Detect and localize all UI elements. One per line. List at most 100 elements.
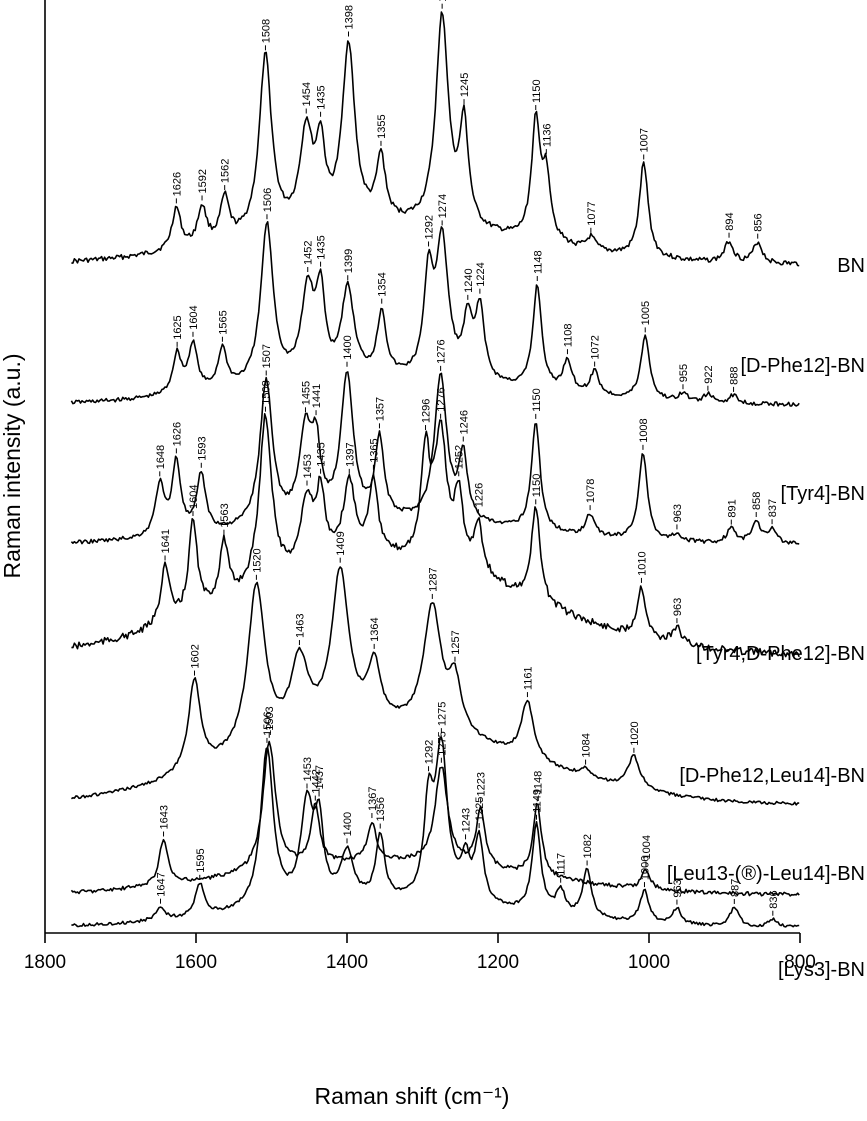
peak-label: 1355 <box>376 114 388 138</box>
peak-label: 955 <box>678 364 690 382</box>
axes-group <box>44 0 800 934</box>
peak-label: 1276 <box>436 387 448 411</box>
peak-label: 1257 <box>450 630 462 654</box>
peak-label: 887 <box>729 879 741 897</box>
peak-label: 1463 <box>294 614 306 638</box>
peak-label: 1150 <box>531 79 543 103</box>
peak-label: 1367 <box>367 787 379 811</box>
peak-label: 1077 <box>586 201 598 225</box>
peak-label: 1292 <box>424 215 436 239</box>
peak-label: 1508 <box>261 19 273 43</box>
peak-label: 1117 <box>556 853 568 876</box>
peak-label: 1435 <box>316 235 328 259</box>
peak-label: 1437 <box>314 765 326 789</box>
peak-label: 963 <box>672 504 684 522</box>
peak-label: 1243 <box>461 808 473 832</box>
series-label: [D-Phe12]-BN <box>741 355 866 377</box>
peak-label: 1084 <box>581 733 593 757</box>
peak-label: 1506 <box>262 711 274 735</box>
peak-label: 1004 <box>641 835 653 859</box>
x-tick-label: 1800 <box>24 952 66 973</box>
peak-label: 1275 <box>436 702 448 726</box>
peak-label: 1400 <box>342 335 354 359</box>
series-label: BN <box>837 255 865 277</box>
series-label: [Tyr4,D-Phe12]-BN <box>696 643 865 665</box>
peak-label: 1398 <box>344 5 356 29</box>
peak-label: 1647 <box>156 872 168 896</box>
peak-label: 1602 <box>190 644 202 668</box>
peak-label: 1223 <box>476 772 488 796</box>
peak-label: 1226 <box>473 483 485 507</box>
peak-label: 1397 <box>344 442 356 466</box>
x-tick-label: 1000 <box>628 952 670 973</box>
peak-label: 1274 <box>437 0 449 2</box>
series-label: [D-Phe12,Leu14]-BN <box>679 765 865 787</box>
peak-label: 963 <box>672 598 684 616</box>
series-label: [Leu13-(®)-Leu14]-BN <box>667 863 865 885</box>
series-label: [Lys3]-BN <box>778 959 865 981</box>
spectrum-line <box>71 736 800 928</box>
peak-label: 963 <box>672 879 684 897</box>
peak-label: 1565 <box>217 310 229 334</box>
peak-label: 1149 <box>532 789 544 813</box>
peak-label: 1246 <box>458 410 470 434</box>
peak-label: 1595 <box>195 848 207 872</box>
spectrum-line <box>70 371 800 545</box>
peak-label: 1148 <box>532 771 544 795</box>
peak-label: 1625 <box>172 315 184 339</box>
spectrum-line <box>70 740 800 897</box>
peak-label: 1240 <box>463 268 475 292</box>
peak-label: 1082 <box>582 834 594 858</box>
peak-label: 1274 <box>437 194 449 218</box>
peak-label: 1563 <box>219 503 231 527</box>
peak-label: 1010 <box>637 551 649 575</box>
peak-label: 1648 <box>155 445 167 469</box>
peak-label: 1399 <box>343 249 355 273</box>
peak-label: 1020 <box>629 721 641 745</box>
x-tick-label: 800 <box>784 952 816 973</box>
peak-label: 1604 <box>188 485 200 509</box>
peak-label: 1287 <box>427 567 439 591</box>
peak-label: 1356 <box>375 797 387 821</box>
peak-label: 836 <box>768 890 780 908</box>
peak-label: 922 <box>703 365 715 383</box>
peak-label: 1452 <box>303 241 315 265</box>
peak-label: 1275 <box>436 731 448 755</box>
peak-label: 1604 <box>188 305 200 329</box>
x-tick-label: 1400 <box>326 952 368 973</box>
peak-label: 1453 <box>302 454 314 478</box>
peak-label: 1161 <box>522 666 534 690</box>
peak-label: 1365 <box>368 438 380 462</box>
peak-label: 1276 <box>436 339 448 363</box>
peak-label: 1252 <box>454 445 466 469</box>
peak-label: 1148 <box>532 250 544 274</box>
peak-label: 1008 <box>638 418 650 442</box>
peak-label: 1364 <box>369 617 381 641</box>
peak-label: 888 <box>729 367 741 385</box>
peak-label: 1441 <box>311 384 323 408</box>
peak-label: 1626 <box>171 172 183 196</box>
peak-label: 1354 <box>377 272 389 296</box>
peak-label: 1400 <box>342 812 354 836</box>
x-tick-label: 1200 <box>477 952 519 973</box>
peak-label: 1506 <box>262 188 274 212</box>
peak-label: 1150 <box>531 474 543 498</box>
peak-label: 1007 <box>639 128 651 152</box>
peak-label: 1296 <box>421 399 433 423</box>
spectra-group <box>70 11 800 928</box>
peak-label: 1453 <box>302 757 314 781</box>
series-label: [Tyr4]-BN <box>781 483 865 505</box>
peak-label: 837 <box>767 499 779 517</box>
peak-label: 1592 <box>197 169 209 193</box>
peak-label: 1108 <box>563 324 575 348</box>
peak-label: 1357 <box>375 397 387 421</box>
peak-label: 1626 <box>171 422 183 446</box>
x-tick-label: 1600 <box>175 952 217 973</box>
peak-label: 1643 <box>159 805 171 829</box>
peak-label: 1072 <box>590 335 602 359</box>
peak-label: 1292 <box>424 740 436 764</box>
peak-label: 1245 <box>459 73 471 97</box>
series-names-group: BN [D-Phe12]-BN [Tyr4]-BN [Tyr4,D-Phe12]-BN… <box>667 255 865 981</box>
peak-label: 1455 <box>301 381 313 405</box>
